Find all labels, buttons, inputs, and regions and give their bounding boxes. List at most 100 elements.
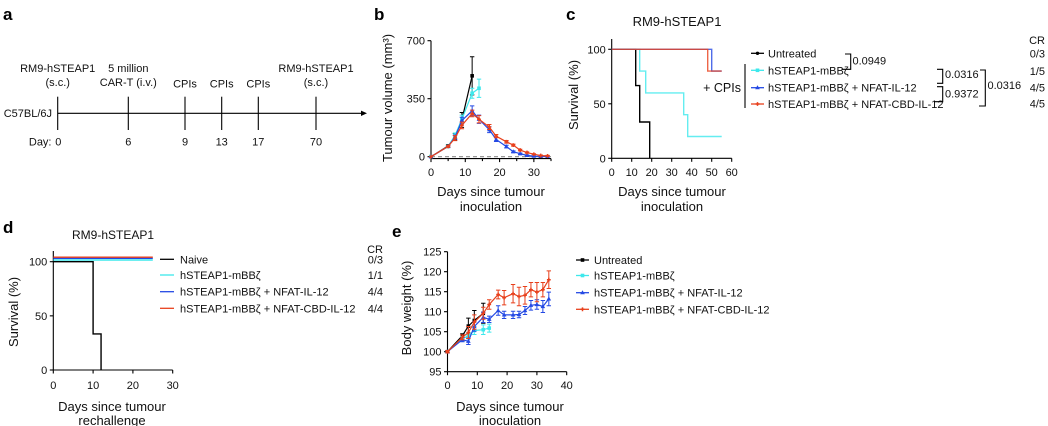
timeline-day-label: 9	[182, 137, 188, 149]
x-tick-label: 30	[666, 167, 678, 179]
comparison-bracket	[842, 53, 852, 70]
data-point	[531, 152, 536, 157]
p-value-label: 0.0316	[988, 80, 1022, 92]
series-line	[430, 109, 548, 158]
legend: Untreated hSTEAP1-mBBζ hSTEAP1-mBBζ + NFAT…	[576, 255, 770, 316]
timeline-event-label: RM9-hSTEAP1	[278, 63, 353, 75]
comparison: 0.0316	[979, 69, 1022, 107]
timeline-arrowhead-icon	[361, 110, 367, 116]
timeline-schematic: C57BL/6J RM9-hSTEAP1 (s.c.) 5 million CA…	[4, 63, 367, 149]
y-tick-label: 105	[423, 327, 441, 339]
data-point	[481, 327, 486, 332]
data-point	[504, 144, 509, 149]
y-axis-title: Tumour volume (mm³)	[380, 34, 395, 162]
x-tick-label: 10	[459, 167, 471, 179]
x-tick-label: 30	[167, 380, 179, 392]
x-axis-title: inoculation	[479, 413, 541, 426]
data-point	[445, 349, 450, 354]
cr-header: CR	[367, 244, 383, 256]
panel-label-d: d	[3, 218, 13, 237]
data-point	[453, 136, 457, 141]
cr-value: 4/4	[368, 287, 383, 299]
legend-item: hSTEAP1-mBBζ + NFAT-CBD-IL-12	[576, 304, 770, 316]
x-tick-label: 0	[444, 380, 450, 392]
x-tick-label: 20	[501, 380, 513, 392]
timeline-event-label: RM9-hSTEAP1	[20, 63, 95, 75]
y-tick-label: 350	[407, 94, 425, 106]
chart-b-tumour-volume: 0 350 700 0 10 20 30 Tumour volume (mm³) Days si…	[380, 34, 552, 214]
cpi-group-label: + CPIs	[703, 81, 741, 95]
cr-value: 4/5	[1030, 83, 1045, 95]
x-axis-title: inoculation	[641, 199, 703, 214]
legend-label: Untreated	[594, 255, 642, 267]
data-point	[538, 153, 543, 158]
p-value-label: 0.0316	[945, 69, 979, 81]
legend-item: hSTEAP1-mBBζ	[576, 271, 675, 283]
chart-e-body-weight: 95 100 105 110 115 120 125 0 10 20 30 40 Body weight…	[399, 247, 770, 426]
legend-label: Untreated	[768, 48, 816, 60]
cr-header: CR	[1029, 35, 1045, 47]
x-tick-label: 20	[127, 380, 139, 392]
legend-marker-square-icon	[580, 273, 585, 278]
timeline-day-label: 17	[252, 137, 264, 149]
panel-label-b: b	[374, 5, 384, 24]
data-point	[523, 293, 527, 298]
y-axis-title: Survival (%)	[566, 60, 581, 130]
legend-item: hSTEAP1-mBBζ	[751, 65, 849, 77]
y-tick-label: 100	[29, 257, 47, 269]
y-tick-label: 110	[424, 307, 442, 319]
cr-value: 0/3	[1030, 48, 1045, 60]
comparison: 0.0949	[842, 53, 887, 70]
legend: Untreated hSTEAP1-mBBζ hSTEAP1-mBBζ + NFAT…	[751, 35, 1045, 111]
comparison: 0.0316	[937, 68, 979, 84]
data-point	[516, 312, 522, 317]
series-hsteap1-mbb-nfat-cbd-il-12	[611, 48, 722, 72]
legend-item: Naive	[160, 254, 208, 266]
series-untreated	[445, 302, 486, 354]
timeline-event-label: (s.c.)	[304, 77, 328, 89]
timeline-day-label: 6	[125, 137, 131, 149]
legend-item: Untreated	[751, 48, 816, 60]
data-point	[487, 302, 492, 307]
timeline-day-label: 13	[216, 137, 228, 149]
legend-item: hSTEAP1-mBBζ	[160, 270, 261, 282]
timeline-day-prefix: Day:	[29, 137, 52, 149]
series-hsteap1-mbb	[429, 78, 482, 159]
data-point	[459, 123, 464, 128]
data-point	[501, 312, 507, 317]
data-point	[524, 152, 530, 157]
timeline-event-label: 5 million	[108, 63, 148, 75]
data-point	[534, 302, 540, 307]
x-axis-title: inoculation	[460, 199, 522, 214]
legend-label: hSTEAP1-mBBζ + NFAT-CBD-IL-12	[180, 303, 356, 315]
data-point	[540, 287, 545, 292]
x-tick-label: 60	[726, 167, 738, 179]
timeline-event-label: (s.c.)	[45, 77, 69, 89]
timeline-event-label: CAR-T (i.v.)	[100, 77, 157, 89]
data-point	[470, 111, 475, 116]
legend-marker-star-icon	[755, 102, 760, 106]
x-tick-label: 40	[686, 167, 698, 179]
x-tick-label: 50	[706, 167, 718, 179]
legend-marker-triangle-icon	[580, 290, 585, 295]
p-value-label: 0.0949	[853, 56, 887, 68]
y-tick-label: 50	[35, 311, 47, 323]
x-tick-label: 10	[626, 167, 638, 179]
legend-label: Naive	[180, 254, 208, 266]
legend-item: hSTEAP1-mBBζ + NFAT-IL-12	[160, 287, 329, 299]
y-tick-label: 0	[41, 365, 47, 377]
y-tick-label: 0	[600, 153, 606, 165]
legend-label: hSTEAP1-mBBζ + NFAT-IL-12	[180, 287, 329, 299]
data-point	[493, 136, 499, 142]
series-hsteap1-mbb-nfat-cbd-il-12	[429, 109, 550, 159]
cr-value: 1/1	[368, 270, 383, 282]
timeline-event-label: CPIs	[173, 79, 197, 91]
y-tick-label: 50	[593, 99, 605, 111]
comparison: 0.9372	[934, 86, 979, 103]
y-tick-label: 100	[587, 44, 605, 56]
data-point	[502, 295, 507, 300]
data-point	[481, 311, 486, 316]
legend-label: hSTEAP1-mBBζ	[180, 270, 261, 282]
data-point	[472, 320, 477, 324]
